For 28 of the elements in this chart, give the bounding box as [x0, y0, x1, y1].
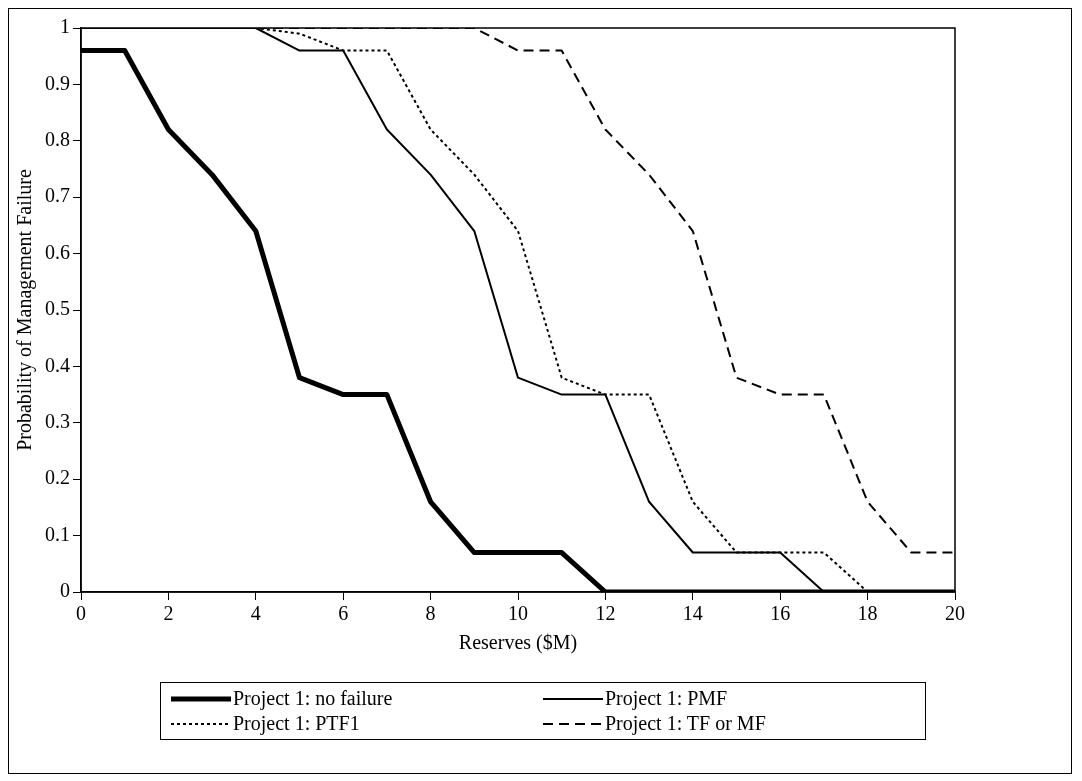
x-tick-label: 10 — [508, 602, 528, 625]
y-tick-label: 0.3 — [45, 410, 70, 433]
y-tick-label: 0 — [60, 579, 70, 602]
x-tick-label: 14 — [682, 602, 703, 625]
x-tick-label: 16 — [770, 602, 791, 625]
y-tick-label: 0.5 — [45, 297, 70, 320]
y-tick-label: 0.6 — [45, 240, 70, 263]
y-tick-label: 0.1 — [45, 522, 70, 545]
y-tick-label: 1 — [60, 15, 70, 38]
y-tick-label: 0.4 — [45, 353, 70, 376]
legend-label: Project 1: PTF1 — [233, 712, 360, 735]
legend-label: Project 1: TF or MF — [605, 712, 766, 735]
x-tick-label: 8 — [425, 602, 436, 625]
legend-label: Project 1: PMF — [605, 687, 728, 710]
y-tick-label: 0.9 — [45, 71, 70, 94]
x-tick-label: 12 — [595, 602, 616, 625]
x-tick-label: 4 — [250, 602, 261, 625]
y-tick-label: 0.2 — [45, 466, 70, 489]
x-axis-title: Reserves ($M) — [458, 631, 578, 655]
x-tick-label: 20 — [945, 602, 965, 625]
x-tick-label: 18 — [857, 602, 878, 625]
x-tick-label: 2 — [163, 602, 174, 625]
y-axis-title: Probability of Management Failure — [13, 169, 37, 451]
x-tick-label: 0 — [76, 602, 86, 625]
legend-label: Project 1: no failure — [233, 687, 393, 710]
y-tick-label: 0.7 — [45, 184, 70, 207]
x-tick-label: 6 — [338, 602, 349, 625]
y-tick-label: 0.8 — [45, 128, 70, 151]
